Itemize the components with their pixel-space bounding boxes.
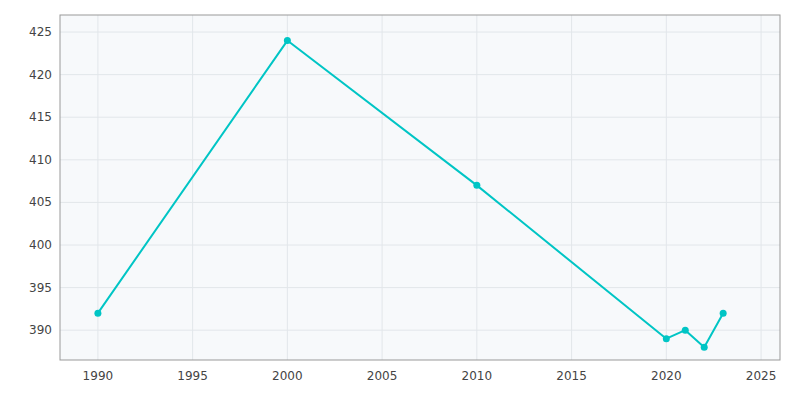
x-tick-label: 2010 (462, 369, 493, 383)
x-tick-label: 1990 (83, 369, 114, 383)
y-tick-label: 420 (29, 68, 52, 82)
y-grid-line (60, 202, 780, 203)
tick-labels: 1990 1995 2000 2005 2010 2015 2020 2025 390 395 40… (29, 25, 776, 383)
y-tick-label: 395 (29, 281, 52, 295)
grid (60, 15, 780, 360)
y-tick-label: 425 (29, 25, 52, 39)
plot-frame (60, 15, 780, 360)
x-grid-line (571, 15, 572, 360)
x-grid-line (97, 15, 98, 360)
y-grid-line (60, 117, 780, 118)
x-grid-line (666, 15, 667, 360)
line (98, 41, 723, 348)
point (94, 310, 101, 317)
point (682, 327, 689, 334)
y-grid-line (60, 32, 780, 33)
y-tick-label: 410 (29, 153, 52, 167)
y-tick-label: 390 (29, 323, 52, 337)
y-grid-line (60, 287, 780, 288)
y-tick-label: 415 (29, 110, 52, 124)
y-grid-line (60, 159, 780, 160)
plot-background (60, 15, 780, 360)
y-grid-line (60, 245, 780, 246)
x-tick-label: 2020 (651, 369, 682, 383)
x-tick-label: 2025 (746, 369, 777, 383)
x-tick-label: 2005 (367, 369, 398, 383)
point (701, 344, 708, 351)
x-grid-line (287, 15, 288, 360)
chart: 1990 1995 2000 2005 2010 2015 2020 2025 390 395 40… (0, 0, 800, 400)
x-tick-label: 2000 (272, 369, 303, 383)
point (473, 182, 480, 189)
y-tick-label: 405 (29, 195, 52, 209)
x-grid-line (382, 15, 383, 360)
x-tick-label: 2015 (556, 369, 587, 383)
x-tick-label: 1995 (177, 369, 208, 383)
x-grid-line (761, 15, 762, 360)
point (720, 310, 727, 317)
point (284, 37, 291, 44)
series (94, 37, 726, 351)
y-tick-label: 400 (29, 238, 52, 252)
point (663, 335, 670, 342)
y-grid-line (60, 74, 780, 75)
x-grid-line (192, 15, 193, 360)
y-grid-line (60, 330, 780, 331)
chart-container: 1990 1995 2000 2005 2010 2015 2020 2025 390 395 40… (0, 0, 800, 400)
